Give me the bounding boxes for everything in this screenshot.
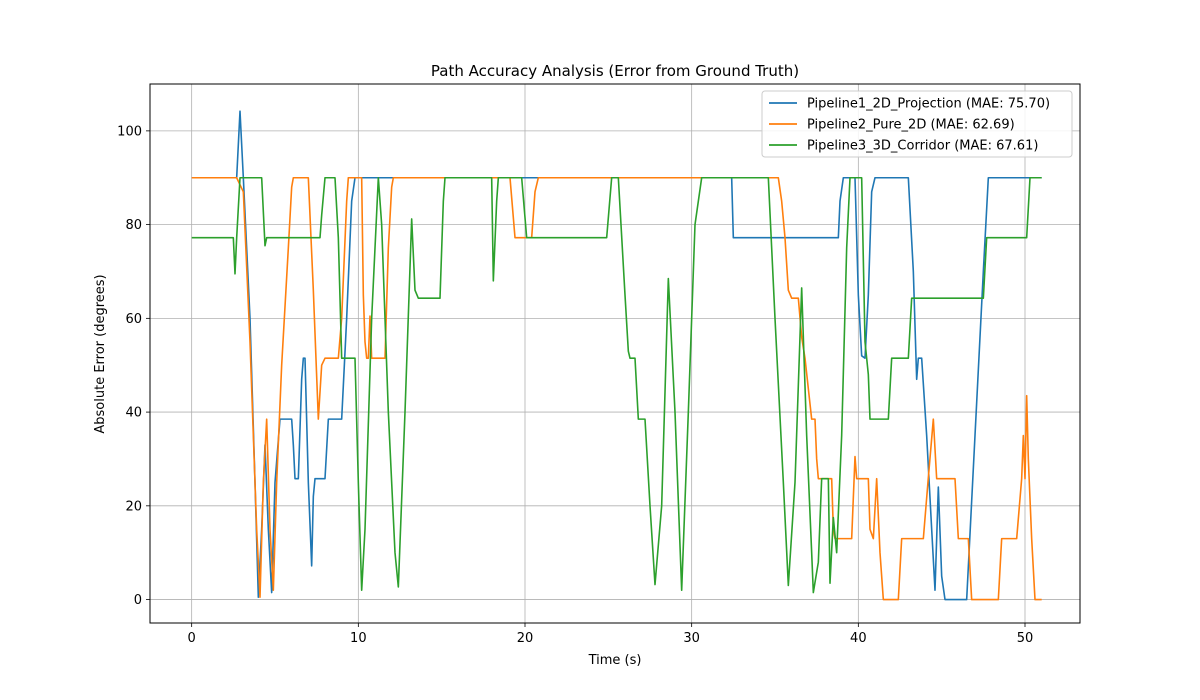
y-tick-label: 60	[125, 312, 142, 327]
x-tick-label: 30	[683, 631, 700, 646]
x-tick-label: 0	[188, 631, 196, 646]
y-tick-label: 80	[125, 218, 142, 233]
legend: Pipeline1_2D_Projection (MAE: 75.70) Pipe…	[761, 90, 1073, 158]
legend-label-2: Pipeline2_Pure_2D (MAE: 62.69)	[807, 118, 1015, 133]
plot-frame	[149, 83, 1081, 624]
legend-label-1: Pipeline1_2D_Projection (MAE: 75.70)	[807, 97, 1050, 112]
x-tick-label: 50	[1017, 631, 1034, 646]
grid	[150, 84, 1080, 623]
series-line-2	[191, 176, 1042, 601]
series-lines	[191, 110, 1042, 601]
x-tick-label: 40	[850, 631, 867, 646]
x-tick-label: 10	[350, 631, 367, 646]
axis-ticks: 0 10 20 30 40 50 0 20 40 60 80 100	[117, 124, 1033, 646]
y-axis-title: Absolute Error (degrees)	[93, 274, 108, 433]
x-axis-title: Time (s)	[588, 653, 642, 668]
chart-title: Path Accuracy Analysis (Error from Groun…	[431, 62, 799, 80]
x-tick-label: 20	[517, 631, 534, 646]
legend-box	[761, 90, 1073, 158]
y-tick-label: 40	[125, 406, 142, 421]
y-tick-label: 20	[125, 499, 142, 514]
legend-label-3: Pipeline3_3D_Corridor (MAE: 67.61)	[807, 139, 1038, 154]
y-tick-label: 100	[117, 124, 142, 139]
y-tick-label: 0	[134, 593, 142, 608]
series-line-3	[191, 176, 1042, 594]
